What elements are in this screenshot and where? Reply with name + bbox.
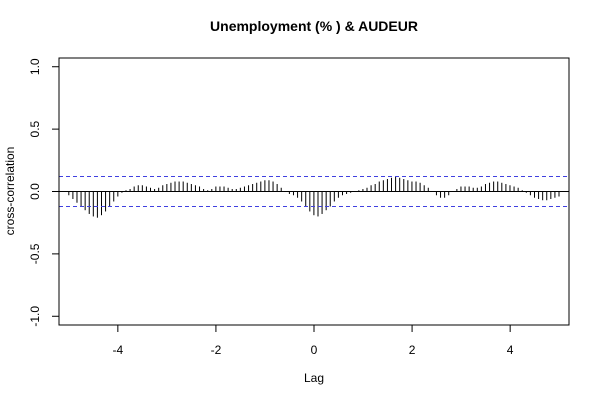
chart-title: Unemployment (% ) & AUDEUR — [210, 18, 418, 34]
x-tick-label: 2 — [409, 343, 416, 357]
x-tick-label: 4 — [507, 343, 514, 357]
y-axis: -1.0 -0.5 0.0 0.5 1.0 — [28, 58, 60, 327]
x-tick-label: -4 — [113, 343, 124, 357]
y-tick-label: 0.0 — [28, 183, 42, 200]
correlation-bars — [68, 176, 560, 218]
x-axis: -4 -2 0 2 4 — [113, 324, 514, 357]
y-tick-label: 0.5 — [28, 120, 42, 137]
x-tick-label: 0 — [311, 343, 318, 357]
y-tick-label: -1.0 — [28, 306, 42, 327]
x-axis-label: Lag — [304, 371, 324, 385]
y-tick-label: -0.5 — [28, 243, 42, 264]
x-tick-label: -2 — [211, 343, 222, 357]
y-tick-label: 1.0 — [28, 58, 42, 75]
y-axis-label: cross-correlation — [3, 147, 17, 236]
